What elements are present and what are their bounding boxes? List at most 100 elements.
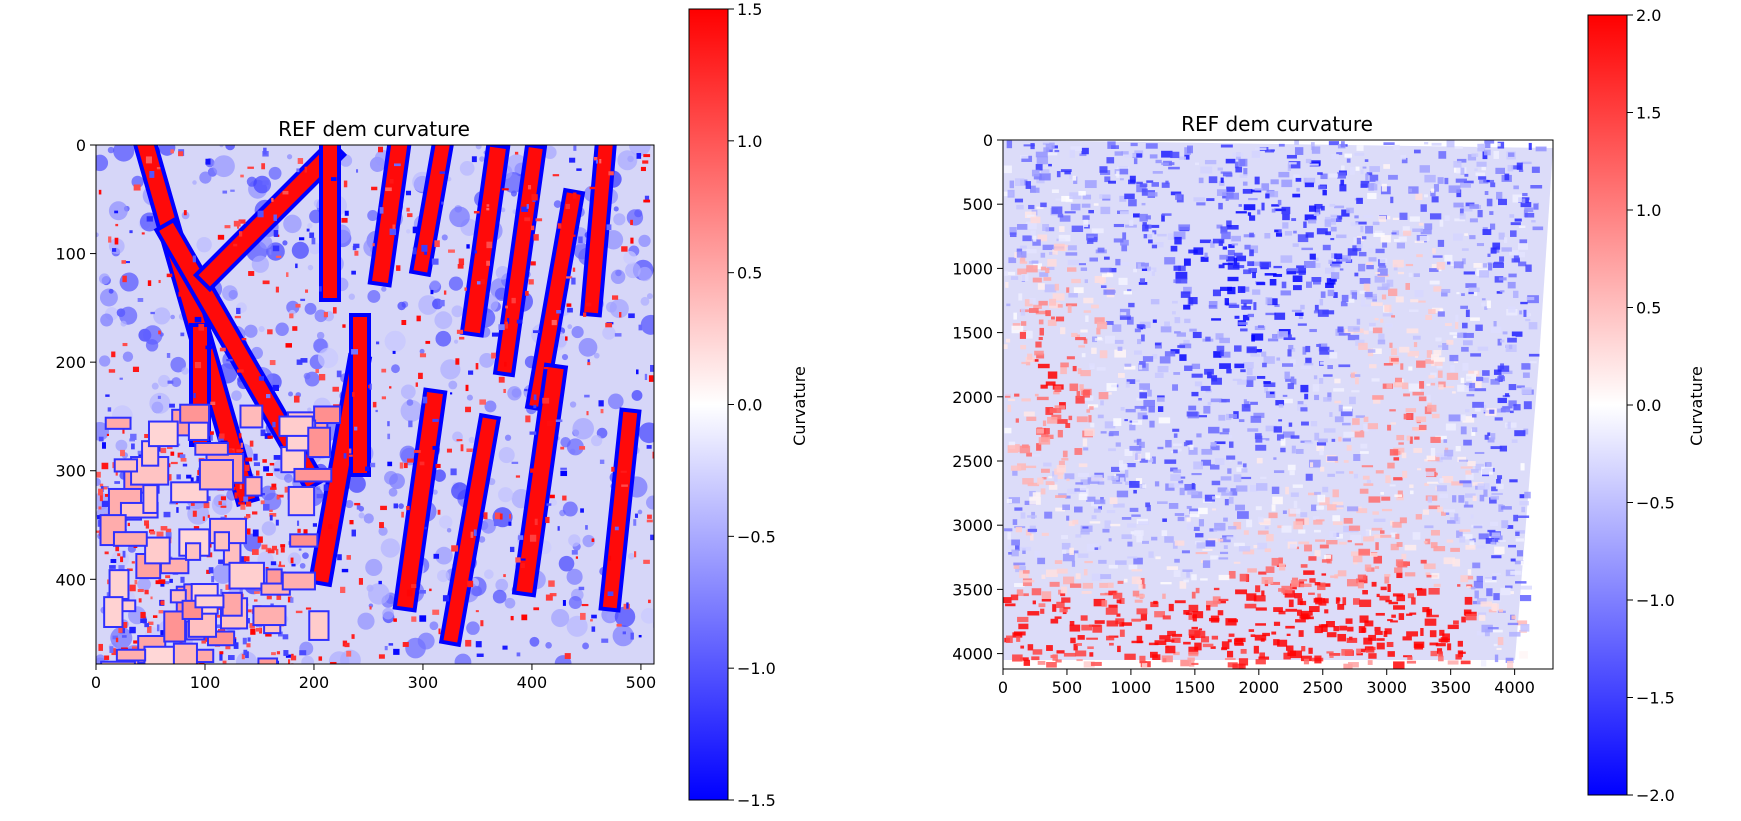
heatmap-cell (1020, 512, 1026, 519)
heatmap-cell (1244, 603, 1257, 609)
heatmap-cell (1471, 427, 1478, 433)
heatmap-cell (1069, 620, 1075, 626)
heatmap-cell (1274, 312, 1286, 320)
heatmap-cell (1084, 560, 1093, 564)
heatmap-cell (332, 307, 337, 314)
heatmap-cell (1038, 337, 1043, 341)
heatmap-cell (1286, 268, 1297, 275)
heatmap-cell (1430, 436, 1441, 443)
heatmap-cell (1059, 215, 1071, 222)
heatmap-cell (1469, 235, 1476, 240)
heatmap-cell (1270, 179, 1279, 185)
heatmap-cell (1146, 504, 1151, 512)
heatmap-cell (1131, 576, 1141, 585)
heatmap-cell (1121, 534, 1132, 540)
heatmap-cell (509, 513, 512, 519)
heatmap-cell (1327, 473, 1335, 477)
heatmap-cell (571, 326, 584, 339)
heatmap-cell (1041, 591, 1052, 599)
heatmap-cell (1510, 230, 1517, 237)
heatmap-cell (425, 340, 431, 344)
heatmap-cell (1507, 421, 1511, 430)
heatmap-cell (1006, 303, 1011, 307)
heatmap-cell (1491, 532, 1501, 537)
heatmap-cell (1235, 504, 1245, 511)
heatmap-cell (1524, 491, 1531, 499)
heatmap-cell (1202, 643, 1214, 648)
heatmap-cell (349, 454, 353, 457)
heatmap-cell (1139, 213, 1148, 222)
heatmap-cell (1442, 633, 1450, 641)
heatmap-cell (281, 571, 316, 591)
heatmap-cell (1125, 481, 1132, 486)
heatmap-cell (1233, 521, 1242, 530)
heatmap-cell (133, 184, 141, 191)
heatmap-cell (1518, 243, 1528, 250)
heatmap-cell (568, 534, 581, 547)
heatmap-cell (1294, 147, 1304, 155)
heatmap-cell (1314, 491, 1321, 495)
heatmap-cell (1037, 557, 1046, 565)
heatmap-cell (1343, 460, 1349, 463)
heatmap-cell (1165, 439, 1172, 448)
heatmap-cell (1382, 313, 1393, 317)
heatmap-cell (1457, 640, 1463, 647)
heatmap-cell (287, 596, 292, 603)
heatmap-cell (1246, 368, 1253, 376)
heatmap-cell (1225, 489, 1230, 494)
heatmap-cell (1452, 558, 1461, 567)
heatmap-cell (1096, 545, 1102, 550)
heatmap-cell (1525, 264, 1532, 272)
heatmap-cell (1242, 549, 1255, 555)
heatmap-cell (1123, 290, 1132, 295)
heatmap-cell (1016, 224, 1028, 230)
heatmap-cell (1055, 495, 1067, 498)
heatmap-cell (137, 588, 144, 593)
heatmap-cell (121, 260, 126, 264)
heatmap-cell (1444, 215, 1450, 221)
colorbar-tick-label: −0.5 (737, 527, 776, 546)
heatmap-cell (1335, 597, 1340, 604)
heatmap-cell (1528, 322, 1538, 330)
heatmap-cell (1246, 379, 1254, 387)
heatmap-cell (1193, 247, 1204, 255)
colorbar-2-label: Curvature (1687, 366, 1706, 446)
heatmap-cell (1012, 519, 1018, 525)
heatmap-cell (1495, 167, 1505, 174)
heatmap-cell (262, 180, 269, 185)
heatmap-cell (466, 244, 470, 249)
heatmap-cell (1078, 263, 1086, 266)
heatmap-cell (1067, 305, 1072, 313)
heatmap-cell (1472, 414, 1477, 418)
y-tick-label: 1500 (952, 324, 993, 343)
heatmap-cell (269, 249, 272, 255)
heatmap-cell (1037, 477, 1044, 485)
heatmap-cell (1081, 353, 1086, 358)
heatmap-cell (1192, 331, 1202, 339)
heatmap-cell (1219, 351, 1231, 358)
heatmap-cell (1039, 327, 1044, 336)
heatmap-cell (1473, 289, 1478, 296)
heatmap-cell (1052, 249, 1058, 255)
heatmap-cell (1334, 378, 1341, 384)
heatmap-cell (148, 621, 154, 625)
heatmap-cell (1004, 427, 1012, 434)
heatmap-cell (1482, 229, 1492, 236)
x-tick-label: 3500 (1430, 678, 1471, 697)
heatmap-cell (381, 286, 387, 292)
heatmap-cell (1063, 652, 1076, 657)
heatmap-cell (1264, 233, 1271, 239)
heatmap-cell (387, 461, 393, 467)
heatmap-cell (1135, 448, 1141, 455)
heatmap-cell (613, 206, 619, 212)
heatmap-cell (289, 533, 319, 548)
heatmap-cell (1312, 516, 1320, 521)
heatmap-cell (1092, 336, 1098, 343)
heatmap-cell (1376, 638, 1385, 641)
heatmap-cell (1267, 298, 1278, 306)
heatmap-cell (1491, 603, 1499, 611)
heatmap-cell (1006, 498, 1012, 503)
heatmap-cell (1298, 630, 1304, 637)
heatmap-cell (247, 609, 252, 613)
heatmap-cell (431, 258, 439, 265)
